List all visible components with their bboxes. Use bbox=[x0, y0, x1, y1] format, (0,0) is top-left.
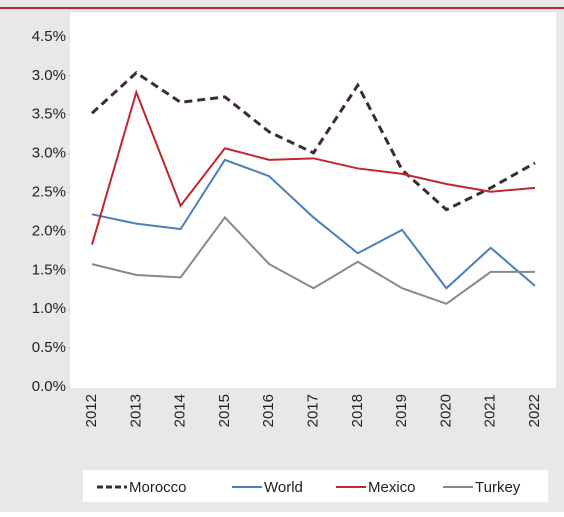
x-tick-label: 2021 bbox=[482, 394, 499, 427]
y-tick-label: 1.5% bbox=[32, 261, 66, 278]
line-series bbox=[91, 158, 536, 290]
y-tick-label: 3.5% bbox=[32, 106, 66, 123]
x-tick-label: 2017 bbox=[304, 394, 321, 427]
x-tick-label: 2014 bbox=[172, 394, 189, 427]
x-tick-label: 2015 bbox=[216, 394, 233, 427]
legend-label: World bbox=[264, 479, 303, 496]
y-tick-label: 4.5% bbox=[32, 28, 66, 45]
y-tick-label: 0.0% bbox=[32, 378, 66, 395]
y-tick-label: 1.0% bbox=[32, 300, 66, 317]
legend-label: Mexico bbox=[368, 479, 416, 496]
x-tick-label: 2013 bbox=[127, 394, 144, 427]
x-tick-label: 2019 bbox=[393, 394, 410, 427]
y-tick-label: 0.5% bbox=[32, 339, 66, 356]
line-series bbox=[91, 215, 535, 305]
y-tick-label: 2.5% bbox=[32, 184, 66, 201]
line-series bbox=[91, 89, 536, 245]
x-tick-label: 2020 bbox=[437, 394, 454, 427]
line-series bbox=[90, 70, 536, 212]
y-tick-label: 3.0% bbox=[32, 67, 66, 84]
x-tick-label: 2016 bbox=[260, 394, 277, 427]
x-tick-label: 2022 bbox=[526, 394, 543, 427]
legend-label: Morocco bbox=[129, 479, 187, 496]
y-tick-label: 3.0% bbox=[32, 145, 66, 162]
y-tick-label: 2.0% bbox=[32, 222, 66, 239]
x-tick-label: 2018 bbox=[349, 394, 366, 427]
x-tick-label: 2012 bbox=[83, 394, 100, 427]
legend-label: Turkey bbox=[475, 479, 521, 496]
plot-area bbox=[70, 12, 556, 388]
